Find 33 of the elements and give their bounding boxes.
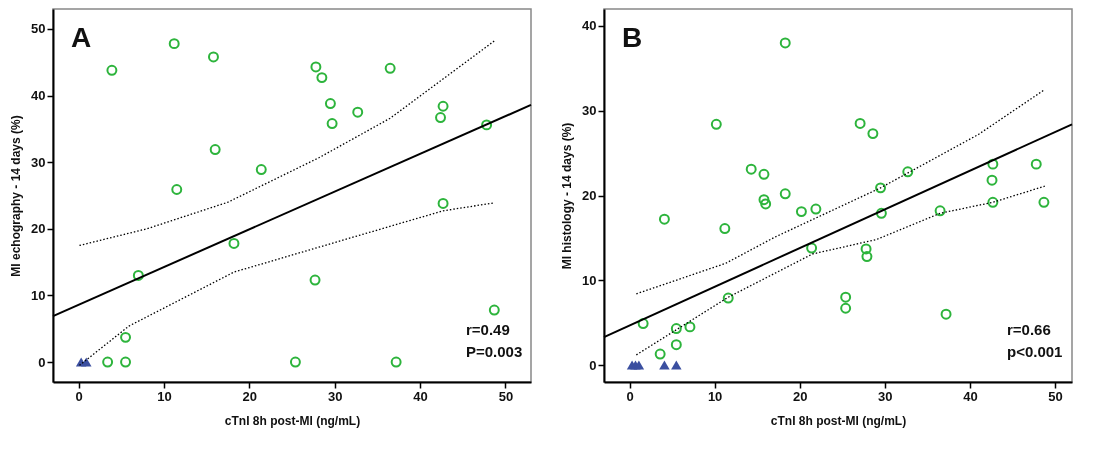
y-tick-label: 10: [31, 287, 46, 303]
annotation: A: [71, 22, 92, 53]
y-tick-label: 20: [31, 221, 46, 237]
y-tick-label: 30: [31, 154, 46, 170]
x-axis-title: cTnI 8h post-MI (ng/mL): [224, 413, 361, 428]
y-tick-label: 40: [31, 88, 46, 104]
y-axis-title: MI histology - 14 days (%): [560, 122, 575, 270]
x-axis-title: cTnI 8h post-MI (ng/mL): [770, 413, 907, 428]
annotation: P=0.003: [466, 343, 523, 360]
annotation: r=0.49: [466, 321, 510, 338]
x-tick-label: 40: [963, 388, 978, 404]
x-tick-label: 20: [242, 388, 258, 404]
y-tick-label: 0: [38, 354, 46, 370]
y-tick-label: 40: [582, 18, 597, 34]
annotation: B: [622, 22, 643, 53]
x-tick-label: 30: [878, 388, 893, 404]
y-axis-title: MI echography - 14 days (%): [9, 115, 24, 277]
x-tick-label: 20: [792, 388, 808, 404]
annotation: p<0.001: [1007, 343, 1063, 360]
x-tick-label: 50: [1048, 388, 1063, 404]
y-tick-label: 30: [582, 103, 597, 119]
x-tick-label: 40: [413, 388, 428, 404]
x-tick-label: 30: [327, 388, 343, 404]
y-tick-label: 10: [582, 272, 597, 288]
y-tick-label: 50: [31, 21, 46, 37]
y-tick-label: 20: [582, 188, 597, 203]
x-tick-label: 0: [75, 388, 83, 404]
x-tick-label: 10: [157, 388, 172, 404]
x-tick-label: 0: [626, 388, 634, 404]
annotation: r=0.66: [1007, 321, 1051, 338]
x-tick-label: 50: [498, 388, 514, 404]
x-tick-label: 10: [707, 388, 723, 404]
y-tick-label: 0: [589, 357, 597, 373]
